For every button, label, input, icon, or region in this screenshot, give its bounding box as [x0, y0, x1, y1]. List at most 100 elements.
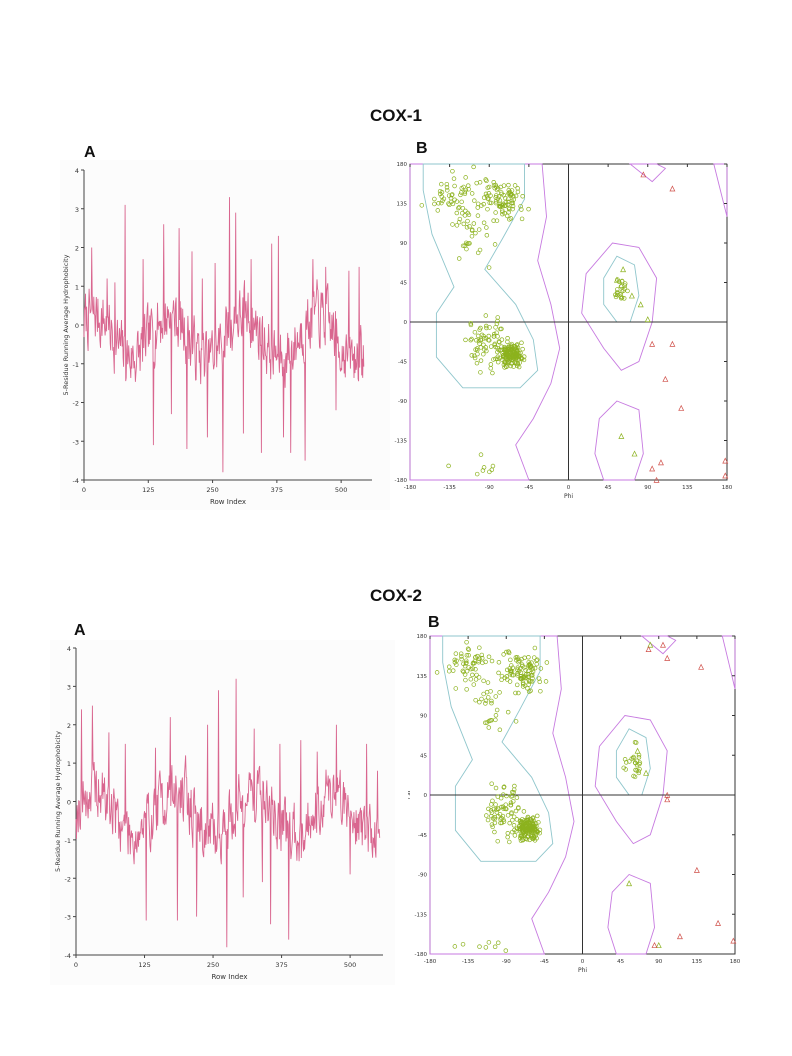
outlier-point — [657, 459, 664, 466]
residue-point — [483, 720, 488, 726]
residue-point — [472, 355, 478, 361]
residue-point — [464, 639, 469, 645]
residue-point — [491, 334, 497, 339]
residue-point — [452, 944, 458, 949]
residue-point — [435, 208, 441, 213]
residue-point — [432, 196, 437, 202]
outlier-point — [669, 185, 676, 192]
residue-point — [526, 206, 531, 212]
residue-point — [509, 341, 514, 347]
residue-point — [466, 653, 471, 658]
residue-point — [444, 185, 450, 190]
x-tick-label: 125 — [138, 961, 150, 969]
residue-point — [506, 196, 511, 201]
residue-point — [632, 739, 638, 745]
y-tick-label: -1 — [65, 837, 71, 845]
residue-point — [469, 233, 475, 239]
residue-point — [486, 695, 491, 700]
residue-point — [486, 940, 492, 945]
residue-point — [493, 713, 499, 718]
residue-point — [507, 839, 512, 845]
residue-point — [509, 668, 515, 674]
residue-point — [468, 322, 474, 328]
residue-point — [511, 814, 517, 820]
residue-point — [515, 656, 521, 662]
residue-point — [508, 216, 514, 221]
residue-point — [501, 806, 506, 811]
phi-tick-label: 45 — [605, 485, 612, 491]
residue-point — [509, 789, 515, 795]
residue-point — [462, 672, 468, 677]
outlier-point — [722, 472, 729, 479]
residue-point — [478, 358, 484, 363]
residue-point — [529, 679, 535, 684]
residue-point — [456, 205, 461, 211]
residue-point — [475, 213, 481, 218]
phi-tick-label: 180 — [722, 485, 733, 491]
y-tick-label: 2 — [75, 245, 79, 253]
residue-point — [512, 347, 517, 352]
residue-point — [520, 837, 526, 843]
residue-point — [518, 673, 524, 679]
residue-point — [491, 183, 497, 188]
residue-point — [501, 785, 507, 790]
residue-point — [463, 658, 469, 663]
psi-tick-label: -135 — [395, 439, 408, 445]
residue-point — [459, 199, 464, 205]
residue-point — [503, 348, 509, 353]
residue-point — [532, 827, 538, 832]
residue-point — [454, 223, 460, 228]
residue-point — [488, 344, 494, 349]
residue-point — [454, 210, 460, 216]
residue-point — [519, 340, 524, 346]
residue-point — [478, 370, 483, 375]
residue-point — [508, 363, 514, 369]
residue-point — [495, 940, 501, 946]
residue-point — [523, 836, 528, 841]
outlier-point — [669, 340, 676, 347]
residue-point — [489, 813, 494, 819]
residue-point — [519, 216, 525, 222]
residue-point — [618, 291, 623, 297]
residue-point — [419, 203, 425, 208]
residue-point — [627, 759, 632, 764]
residue-point — [459, 654, 464, 659]
residue-point — [522, 675, 528, 681]
residue-point — [461, 221, 467, 227]
residue-point — [467, 241, 472, 246]
residue-point — [513, 808, 519, 814]
residue-point — [477, 699, 482, 705]
residue-point — [460, 205, 466, 211]
residue-point — [619, 279, 625, 284]
residue-point — [526, 655, 531, 660]
outlier-point — [664, 654, 671, 661]
residue-point — [446, 664, 452, 670]
residue-point — [506, 190, 512, 196]
residue-point — [514, 682, 520, 688]
y-tick-label: 2 — [67, 722, 71, 730]
residue-point — [509, 663, 514, 668]
residue-point — [526, 668, 531, 674]
residue-point — [515, 189, 521, 195]
residue-point — [637, 761, 642, 767]
residue-point — [530, 666, 535, 671]
residue-point — [533, 829, 539, 835]
residue-point — [520, 817, 525, 822]
residue-point — [478, 337, 483, 343]
psi-tick-label: 180 — [417, 634, 428, 640]
outlier-point — [640, 171, 647, 178]
residue-point — [444, 181, 450, 187]
residue-point — [481, 691, 486, 697]
residue-point — [488, 808, 494, 813]
residue-point — [476, 227, 482, 232]
outlier-point — [676, 933, 683, 940]
residue-point — [491, 180, 496, 185]
residue-point — [464, 246, 469, 252]
residue-point — [621, 288, 626, 293]
residue-point — [477, 645, 482, 650]
residue-point — [474, 672, 479, 678]
right-edge-contour — [721, 635, 736, 690]
residue-point — [505, 830, 511, 836]
chart-background — [50, 640, 395, 985]
glycine-point — [643, 769, 650, 776]
